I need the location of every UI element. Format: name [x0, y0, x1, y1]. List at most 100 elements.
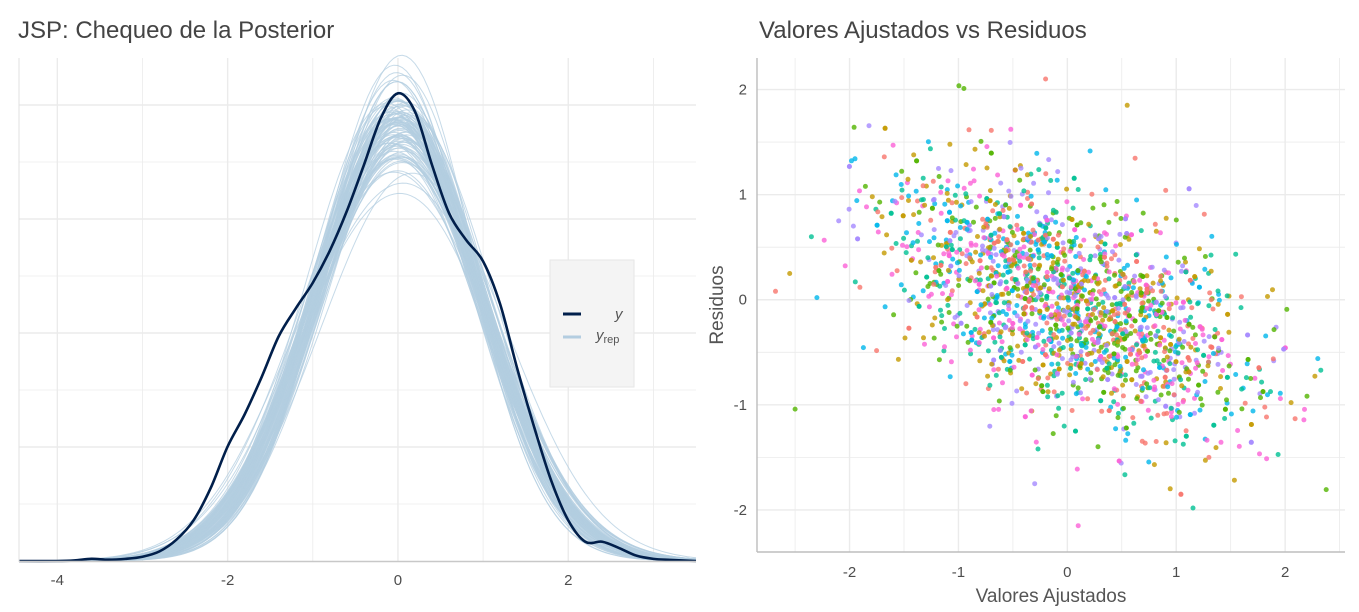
- residual-point: [1085, 351, 1091, 357]
- residual-point: [1073, 314, 1079, 320]
- residual-point: [1031, 180, 1037, 186]
- residual-point: [1177, 319, 1183, 325]
- residual-point: [933, 261, 939, 267]
- residual-point: [1100, 317, 1106, 323]
- residual-point: [1102, 313, 1108, 319]
- residual-point: [1164, 410, 1170, 416]
- residual-point: [930, 178, 936, 184]
- residual-point: [1029, 372, 1035, 378]
- residual-point: [1301, 417, 1307, 423]
- residual-point: [1195, 347, 1201, 353]
- residual-point: [1123, 437, 1129, 443]
- residual-point: [1180, 399, 1186, 405]
- residual-point: [1166, 270, 1171, 276]
- residual-point: [1264, 456, 1270, 462]
- residual-point: [1171, 367, 1177, 373]
- residual-point: [1195, 301, 1201, 307]
- residual-point: [1000, 309, 1006, 314]
- residual-point: [1134, 259, 1140, 264]
- residual-point: [1073, 428, 1078, 434]
- residual-point: [984, 265, 990, 271]
- residual-point: [1181, 339, 1187, 344]
- residual-point: [1151, 462, 1157, 468]
- residual-point: [1006, 188, 1012, 194]
- residual-point: [1139, 305, 1145, 311]
- residual-point: [1211, 422, 1217, 428]
- residual-point: [1001, 300, 1007, 306]
- residual-point: [1073, 354, 1079, 359]
- residual-point: [938, 184, 944, 190]
- residual-point: [1239, 406, 1245, 412]
- residual-point: [1040, 347, 1046, 352]
- residuals-x-ticks: -2 -1 0 1 2: [843, 564, 1289, 581]
- residual-point: [1067, 372, 1073, 378]
- residual-point: [1028, 408, 1034, 414]
- residual-point: [792, 406, 798, 412]
- residual-point: [1121, 265, 1127, 271]
- residual-point: [991, 335, 997, 341]
- residual-point: [1281, 346, 1287, 352]
- residual-point: [1157, 230, 1163, 236]
- residual-point: [1024, 330, 1030, 336]
- residual-point: [1009, 352, 1015, 358]
- residual-point: [1083, 319, 1089, 325]
- residual-point: [988, 232, 994, 238]
- residual-point: [1161, 267, 1167, 273]
- residual-point: [1041, 315, 1047, 321]
- residual-point: [1248, 376, 1254, 381]
- residual-point: [879, 214, 885, 220]
- residual-point: [1082, 287, 1087, 293]
- residual-point: [1242, 400, 1248, 406]
- residual-point: [1024, 172, 1030, 178]
- residual-point: [1206, 303, 1212, 309]
- residual-point: [1014, 222, 1020, 228]
- residual-point: [1039, 383, 1045, 389]
- residual-point: [1148, 415, 1154, 421]
- residual-point: [1014, 240, 1020, 246]
- residual-point: [1182, 317, 1188, 323]
- residual-point: [1055, 281, 1061, 286]
- residual-point: [850, 223, 856, 229]
- residual-point: [1077, 243, 1083, 249]
- residual-point: [931, 227, 937, 233]
- residual-point: [947, 141, 953, 147]
- residual-point: [1132, 155, 1138, 161]
- residual-point: [1141, 317, 1147, 323]
- residual-point: [1007, 345, 1013, 351]
- residual-point: [995, 172, 1001, 178]
- residual-point: [1091, 275, 1097, 281]
- residual-point: [1046, 190, 1051, 196]
- residual-point: [1001, 358, 1007, 364]
- residual-point: [1034, 209, 1040, 215]
- residual-point: [911, 152, 917, 158]
- residual-point: [1174, 241, 1179, 247]
- residual-point: [1144, 273, 1150, 279]
- residual-point: [928, 217, 934, 223]
- residual-point: [985, 373, 991, 379]
- residual-point: [988, 319, 994, 325]
- residual-point: [1027, 262, 1033, 268]
- residual-point: [1022, 342, 1028, 348]
- residual-point: [1015, 227, 1021, 232]
- residual-point: [936, 174, 942, 179]
- residual-point: [989, 292, 995, 297]
- residual-point: [1062, 252, 1068, 258]
- residuals-x-tick-label: -1: [952, 564, 965, 581]
- residual-point: [964, 323, 970, 329]
- residual-point: [814, 295, 820, 301]
- residual-point: [1224, 293, 1230, 299]
- residual-point: [1138, 290, 1144, 296]
- residual-point: [1224, 374, 1230, 380]
- residual-point: [1064, 186, 1070, 192]
- residual-point: [862, 183, 868, 189]
- residual-point: [992, 215, 998, 221]
- residual-point: [954, 323, 960, 329]
- residual-point: [1222, 406, 1228, 412]
- residual-point: [1158, 278, 1164, 284]
- residual-point: [1044, 269, 1050, 275]
- residual-point: [1025, 256, 1031, 262]
- residual-point: [1028, 193, 1034, 199]
- residual-point: [1002, 264, 1008, 270]
- residual-point: [952, 315, 958, 320]
- residual-point: [1021, 263, 1027, 269]
